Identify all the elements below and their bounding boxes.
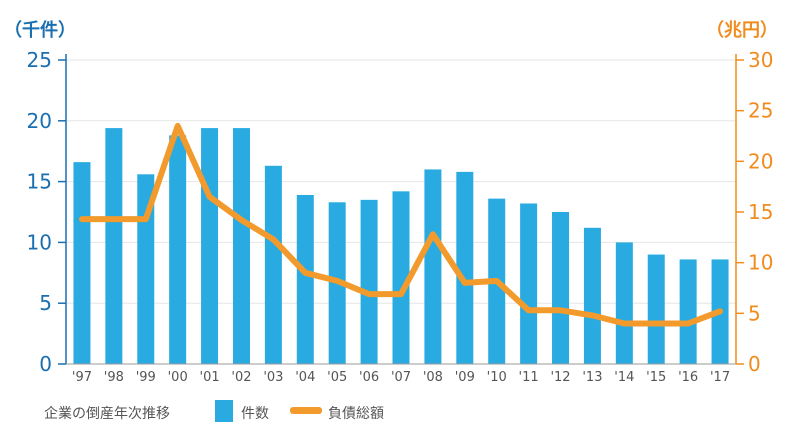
x-tick-08: '08 [423,370,443,385]
x-tick-99: '99 [136,370,156,385]
bar-01 [201,128,219,364]
y-left-ticks: 0 5 10 15 20 25 [27,48,66,376]
y-right-tick-20: 20 [748,149,773,173]
y-right-tick-5: 5 [748,301,761,325]
x-tick-13: '13 [582,370,602,385]
y-left-tick-25: 25 [27,48,52,72]
bar-11 [520,203,538,364]
x-tick-06: '06 [359,370,379,385]
y-left-tick-15: 15 [27,170,52,194]
bar-07 [392,191,410,364]
bar-04 [296,194,314,364]
bar-09 [456,171,474,364]
x-tick-02: '02 [231,370,251,385]
y-right-tick-10: 10 [748,251,773,275]
x-tick-97: '97 [72,370,92,385]
bar-06 [360,199,378,364]
bar-14 [615,242,633,364]
y-left-tick-10: 10 [27,230,52,254]
bar-97 [73,162,91,364]
x-tick-17: '17 [710,370,730,385]
y-right-tick-25: 25 [748,99,773,123]
x-tick-98: '98 [104,370,124,385]
legend-swatch-bar [215,400,233,422]
y-left-unit: （千件） [4,19,76,41]
bar-12 [552,212,570,364]
x-tick-03: '03 [263,370,283,385]
chart-caption: 企業の倒産年次推移 [44,405,170,422]
y-right-tick-15: 15 [748,200,773,224]
y-right-tick-0: 0 [748,352,761,376]
x-tick-04: '04 [295,370,315,385]
bar-98 [105,128,123,364]
y-left-tick-20: 20 [27,109,52,133]
x-tick-12: '12 [550,370,570,385]
bar-series [73,128,729,364]
bar-02 [232,128,250,364]
x-tick-11: '11 [519,370,539,385]
y-left-tick-5: 5 [39,291,52,315]
bar-08 [424,169,442,364]
bar-15 [647,254,665,364]
bar-13 [583,227,601,364]
x-tick-05: '05 [327,370,347,385]
x-tick-01: '01 [200,370,220,385]
legend-swatch-line [290,407,322,414]
bar-00 [169,135,187,364]
x-ticks: '97 '98 '99 '00 '01 '02 '03 '04 '05 '06 '07 '08 '09 '… [72,370,730,385]
axes [65,54,737,365]
line-series [79,122,723,327]
y-right-ticks: 0 5 10 15 20 25 30 [736,48,773,376]
bar-16 [679,259,697,364]
x-tick-09: '09 [455,370,475,385]
x-tick-14: '14 [614,370,634,385]
y-left-tick-0: 0 [39,352,52,376]
y-right-unit: （兆円） [706,20,778,41]
x-tick-16: '16 [678,370,698,385]
legend-label-line: 負債総額 [328,406,384,422]
legend: 企業の倒産年次推移 件数 負債総額 [44,400,384,422]
x-tick-07: '07 [391,370,411,385]
x-tick-10: '10 [487,370,507,385]
y-right-tick-30: 30 [748,48,773,72]
x-tick-15: '15 [646,370,666,385]
bar-03 [264,165,282,364]
x-tick-00: '00 [168,370,188,385]
legend-label-bar: 件数 [241,406,269,422]
